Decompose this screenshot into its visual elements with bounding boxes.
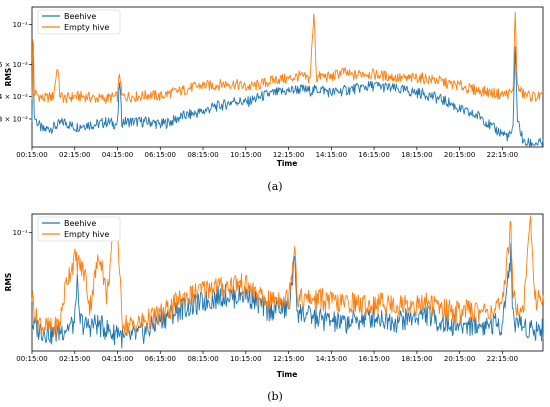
chart-a-series <box>31 11 544 148</box>
chart-a-legend-empty: Empty hive <box>64 23 109 32</box>
caption-a: (a) <box>267 180 282 193</box>
chart-b-ylabel: RMS <box>4 273 13 292</box>
chart-a-ylabel: RMS <box>4 68 13 87</box>
chart-a: 3 × 10⁻² 4 × 10⁻² 6 × 10⁻² 10⁻¹ 00:15:00 02:… <box>0 6 544 193</box>
chart-a-xtick-label: 00:15:00 <box>16 151 47 159</box>
chart-a-legend-beehive: Beehive <box>64 12 96 21</box>
chart-a-series-empty-hive <box>31 11 544 105</box>
chart-a-series-beehive <box>31 46 544 148</box>
caption-b: (b) <box>267 390 283 403</box>
chart-b-y-ticks: 10⁻¹ <box>13 229 32 237</box>
chart-a-x-ticks: 00:15:00 02:15:00 04:15:00 06:15:00 08:15:00… <box>16 147 518 159</box>
chart-a-xtick-label: 14:15:00 <box>316 151 347 159</box>
chart-a-xtick-label: 02:15:00 <box>59 151 90 159</box>
chart-a-xlabel: Time <box>277 159 298 168</box>
chart-a-ytick-label: 3 × 10⁻² <box>0 116 28 124</box>
chart-a-ytick-label: 6 × 10⁻² <box>0 61 28 69</box>
chart-b-xtick-label: 14:15:00 <box>316 355 347 363</box>
chart-b-xtick-label: 16:15:00 <box>358 355 389 363</box>
chart-b-xlabel: Time <box>277 370 298 379</box>
chart-b-x-ticks: 00:15:00 02:15:00 04:15:00 06:15:00 08:15:00… <box>16 351 518 363</box>
chart-a-xtick-label: 16:15:00 <box>358 151 389 159</box>
chart-b-xtick-label: 12:15:00 <box>273 355 304 363</box>
chart-a-xtick-label: 20:15:00 <box>444 151 475 159</box>
chart-b-xtick-label: 20:15:00 <box>444 355 475 363</box>
chart-a-ytick-label: 4 × 10⁻² <box>0 93 28 101</box>
chart-b: 10⁻¹ 00:15:00 02:15:00 04:15:00 06:15:00 08:… <box>4 213 544 403</box>
chart-a-xtick-label: 22:15:00 <box>487 151 518 159</box>
chart-b-xtick-label: 18:15:00 <box>401 355 432 363</box>
chart-b-ytick-label: 10⁻¹ <box>13 229 29 237</box>
chart-a-xtick-label: 04:15:00 <box>102 151 133 159</box>
chart-b-xtick-label: 22:15:00 <box>487 355 518 363</box>
chart-b-xtick-label: 02:15:00 <box>59 355 90 363</box>
chart-a-legend: Beehive Empty hive <box>37 9 121 35</box>
chart-a-xtick-label: 10:15:00 <box>230 151 261 159</box>
chart-a-ytick-label: 10⁻¹ <box>13 21 29 29</box>
chart-b-xtick-label: 08:15:00 <box>187 355 218 363</box>
chart-b-xtick-label: 04:15:00 <box>102 355 133 363</box>
chart-a-y-ticks: 3 × 10⁻² 4 × 10⁻² 6 × 10⁻² 10⁻¹ <box>0 21 32 124</box>
chart-a-xtick-label: 06:15:00 <box>145 151 176 159</box>
chart-a-xtick-label: 18:15:00 <box>401 151 432 159</box>
chart-b-legend: Beehive Empty hive <box>37 216 121 242</box>
chart-a-xtick-label: 08:15:00 <box>187 151 218 159</box>
chart-b-legend-beehive: Beehive <box>64 219 96 228</box>
chart-b-xtick-label: 10:15:00 <box>230 355 261 363</box>
chart-b-xtick-label: 00:15:00 <box>16 355 47 363</box>
chart-a-xtick-label: 12:15:00 <box>273 151 304 159</box>
chart-b-legend-empty: Empty hive <box>64 230 109 239</box>
chart-b-xtick-label: 06:15:00 <box>145 355 176 363</box>
